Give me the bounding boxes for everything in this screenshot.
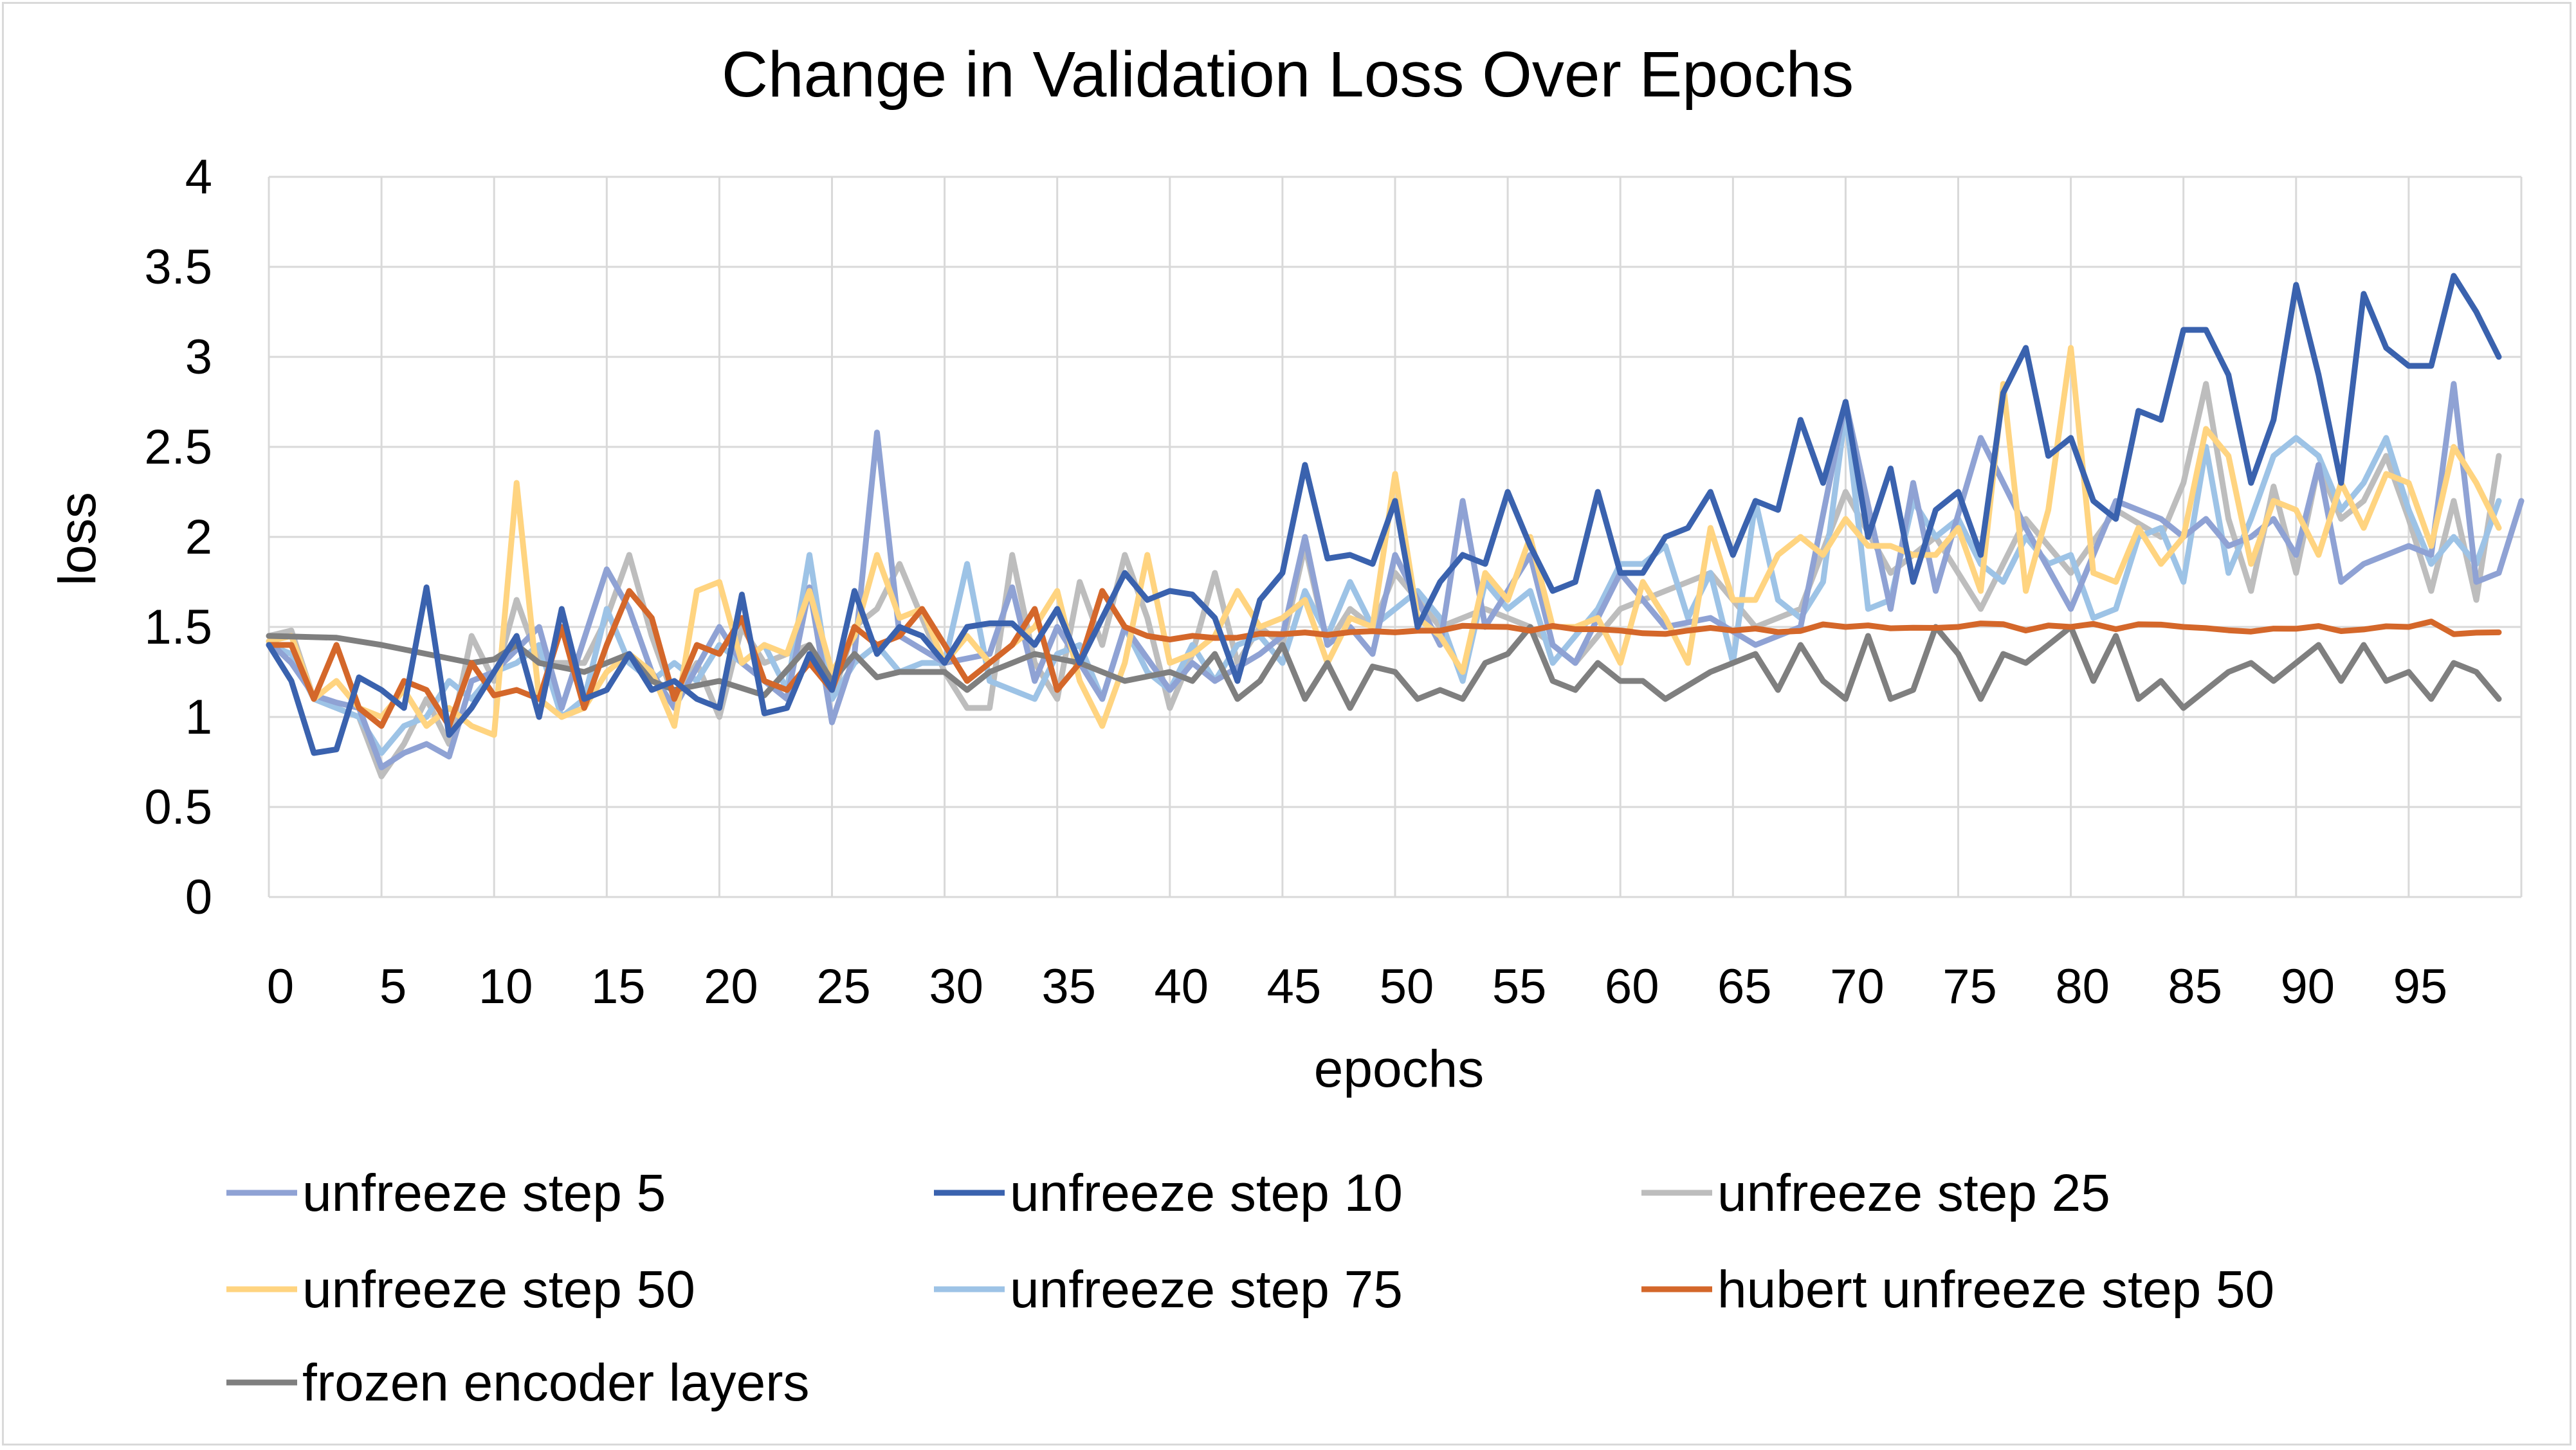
series-lines (266, 273, 2525, 779)
y-tick-label: 0.5 (144, 780, 212, 835)
y-tick-labels: 0 0.5 1 1.5 2 2.5 3 3.5 4 (144, 150, 212, 925)
series-line-unfreeze-step-5 (266, 381, 2525, 770)
x-tick-label: 60 (1605, 959, 1659, 1014)
y-tick-label: 1.5 (144, 600, 212, 655)
y-tick-label: 3.5 (144, 240, 212, 295)
legend-label: frozen encoder layers (302, 1354, 810, 1412)
gridlines (268, 176, 2523, 898)
x-tick-label: 50 (1380, 959, 1434, 1014)
y-tick-label: 1 (185, 690, 212, 745)
x-tick-label: 45 (1267, 959, 1322, 1014)
series-line-hubert-unfreeze-step-50 (266, 588, 2502, 729)
x-tick-labels: 0 5 10 15 20 25 30 35 40 45 50 55 60 65 70 75 80 85 90 95 (267, 959, 2447, 1014)
x-tick-label: 55 (1492, 959, 1547, 1014)
x-tick-label: 70 (1830, 959, 1885, 1014)
y-tick-label: 0 (185, 870, 212, 925)
legend-label: unfreeze step 50 (302, 1260, 695, 1319)
legend-label: unfreeze step 10 (1010, 1164, 1403, 1222)
x-tick-label: 10 (479, 959, 533, 1014)
x-tick-label: 95 (2393, 959, 2448, 1014)
x-tick-label: 5 (379, 959, 406, 1014)
x-tick-label: 80 (2055, 959, 2110, 1014)
series-line-frozen-encoder-layers (266, 624, 2502, 711)
legend: unfreeze step 5 unfreeze step 10 unfreeze … (226, 1164, 2274, 1412)
legend-label: unfreeze step 5 (302, 1164, 666, 1222)
x-tick-label: 30 (929, 959, 983, 1014)
x-tick-label: 25 (816, 959, 871, 1014)
x-axis-label: epochs (1314, 1040, 1484, 1098)
x-tick-label: 75 (1942, 959, 1997, 1014)
x-tick-label: 35 (1041, 959, 1096, 1014)
legend-label: hubert unfreeze step 50 (1717, 1260, 2274, 1319)
y-axis-label: loss (48, 492, 107, 586)
x-tick-label: 40 (1155, 959, 1209, 1014)
y-tick-label: 2.5 (144, 420, 212, 475)
x-tick-label: 85 (2168, 959, 2222, 1014)
legend-label: unfreeze step 25 (1717, 1164, 2110, 1222)
y-tick-label: 2 (185, 510, 212, 565)
x-tick-label: 90 (2281, 959, 2335, 1014)
y-tick-label: 3 (185, 330, 212, 385)
series-line-unfreeze-step-10 (266, 273, 2502, 756)
x-tick-label: 15 (591, 959, 646, 1014)
chart-title: Change in Validation Loss Over Epochs (722, 39, 1854, 111)
x-tick-label: 0 (267, 959, 294, 1014)
x-tick-label: 20 (704, 959, 758, 1014)
x-tick-label: 65 (1717, 959, 1772, 1014)
y-tick-label: 4 (185, 150, 212, 204)
legend-label: unfreeze step 75 (1010, 1260, 1403, 1319)
